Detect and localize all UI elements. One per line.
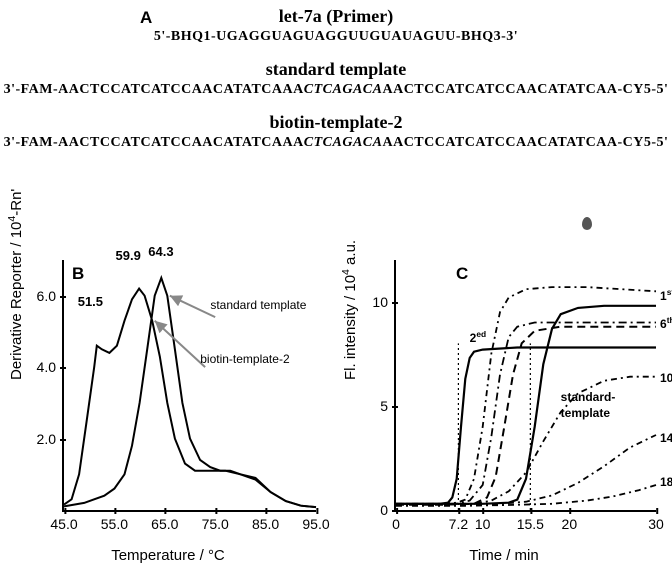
- panel-c-chart: C 051007.21015.520301st6th10th14th18th2e…: [394, 260, 656, 512]
- series-label: 14th: [660, 429, 672, 445]
- sequence-biotin: biotin-template-2 3'-FAM-AACTCCATCATCCAA…: [0, 112, 672, 151]
- panel-c-xtick: 7.2: [449, 510, 468, 532]
- curve-label: biotin-template-2: [200, 352, 289, 366]
- panel-b-xtick: 85.0: [252, 510, 279, 532]
- curve-label: standard template: [210, 298, 306, 312]
- panel-b-ytick: 6.0: [37, 288, 64, 304]
- panel-c-xtick: 15.5: [517, 510, 544, 532]
- standard-seq: 3'-FAM-AACTCCATCATCCAACATATCAAACTCAGACAA…: [0, 82, 672, 98]
- standard-seq-post: AACTCCATCATCCAACATATCAA-CY5-5': [382, 82, 668, 97]
- panel-b-xtick: 45.0: [50, 510, 77, 532]
- primer-seq-text: 5'-BHQ1-UGAGGUAGUAGGUUGUAUAGUU-BHQ3-3': [154, 29, 518, 44]
- panel-c-ytick: 10: [372, 294, 396, 310]
- series-label: 1st: [660, 287, 672, 303]
- biotin-marker-icon: [582, 217, 592, 230]
- panel-b-chart: B 2.04.06.045.055.065.075.085.095.051.55…: [62, 260, 316, 512]
- series-label: 18th: [660, 473, 672, 489]
- biotin-seq-pre: 3'-FAM-AACTCCATCATCCAACATATCAAA: [4, 135, 304, 150]
- panel-b-xlabel-unit: °C: [208, 547, 225, 564]
- panel-c-xlabel: Time / min: [336, 547, 672, 564]
- panel-b-xtick: 65.0: [151, 510, 178, 532]
- panel-b-ytick: 2.0: [37, 431, 64, 447]
- panel-c-ylabel-post: a.u.: [342, 240, 359, 269]
- panel-b: Derivative Reporter / 104-Rn' Temperatur…: [0, 250, 336, 570]
- panel-b-xlabel-text: Temperature /: [111, 547, 208, 564]
- panel-c-ylabel-exp: 4: [340, 269, 352, 275]
- panel-b-ylabel-post: -Rn': [8, 189, 25, 216]
- panel-c-xtick: 20: [562, 510, 578, 532]
- panel-a: A let-7a (Primer) 5'-BHQ1-UGAGGUAGUAGGUU…: [0, 0, 672, 235]
- panel-c: Fl. intensity / 104 a.u. Time / min C 05…: [336, 250, 672, 570]
- primer-seq: 5'-BHQ1-UGAGGUAGUAGGUUGUAUAGUU-BHQ3-3': [0, 29, 672, 45]
- panel-c-xtick: 30: [648, 510, 664, 532]
- biotin-seq: 3'-FAM-AACTCCATCATCCAACATATCAAACTCAGACAA…: [0, 135, 672, 151]
- sequence-primer: let-7a (Primer) 5'-BHQ1-UGAGGUAGUAGGUUGU…: [0, 6, 672, 45]
- panel-c-ylabel: Fl. intensity / 104 a.u.: [340, 240, 359, 380]
- panel-c-ylabel-pre: Fl. intensity / 10: [342, 275, 359, 380]
- panel-b-xtick: 55.0: [101, 510, 128, 532]
- inner-label: 2ed: [470, 329, 486, 345]
- panel-a-label: A: [140, 8, 152, 28]
- panel-b-ytick: 4.0: [37, 359, 64, 375]
- panel-c-ytick: 5: [380, 398, 396, 414]
- panel-b-xtick: 75.0: [202, 510, 229, 532]
- standard-seq-mid: CTCAGACA: [304, 82, 383, 97]
- sequence-standard: standard template 3'-FAM-AACTCCATCATCCAA…: [0, 59, 672, 98]
- peak-label: 59.9: [116, 248, 141, 263]
- standard-seq-pre: 3'-FAM-AACTCCATCATCCAACATATCAAA: [4, 82, 304, 97]
- peak-label: 51.5: [78, 294, 103, 309]
- biotin-seq-mid: CTCAGACA: [304, 135, 383, 150]
- series-label: 10th: [660, 369, 672, 385]
- panel-c-xtick: 10: [475, 510, 491, 532]
- panel-b-xlabel: Temperature / °C: [0, 547, 336, 564]
- series-label: 6th: [660, 315, 672, 331]
- biotin-seq-post: AACTCCATCATCCAACATATCAA-CY5-5': [382, 135, 668, 150]
- inner-label: standard-: [561, 390, 616, 404]
- panel-b-ylabel-exp: 4: [6, 216, 18, 222]
- primer-title: let-7a (Primer): [0, 6, 672, 27]
- inner-label: template: [561, 406, 610, 420]
- biotin-title: biotin-template-2: [0, 112, 672, 133]
- panel-b-xtick: 95.0: [302, 510, 329, 532]
- standard-title: standard template: [0, 59, 672, 80]
- panel-b-ylabel-pre: Derivative Reporter / 10: [8, 222, 25, 380]
- panel-c-xtick: 0: [392, 510, 400, 532]
- panel-b-ylabel: Derivative Reporter / 104-Rn': [6, 189, 25, 380]
- peak-label: 64.3: [148, 244, 173, 259]
- panel-c-svg: [396, 260, 656, 510]
